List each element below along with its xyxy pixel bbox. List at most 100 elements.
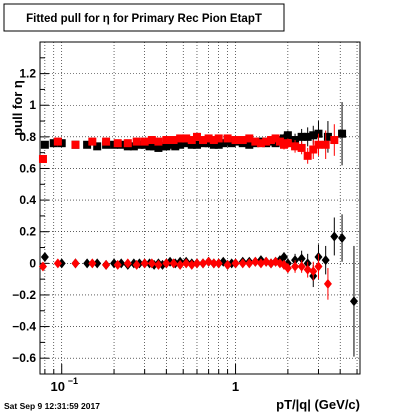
data-point-diamond xyxy=(93,258,102,269)
y-tick-label: 0.2 xyxy=(19,225,36,239)
title-box: Fitted pull for η for Primary Rec Pion E… xyxy=(3,3,285,32)
data-point-square xyxy=(123,139,132,148)
data-point-square xyxy=(219,139,228,148)
data-point-diamond xyxy=(154,259,163,270)
data-marks xyxy=(38,102,358,357)
data-point-square xyxy=(154,137,163,146)
data-point-square xyxy=(129,142,138,151)
data-point-square xyxy=(209,140,218,149)
data-point-square xyxy=(93,142,102,151)
data-point-square xyxy=(256,139,265,148)
x-axis-label: pT/|q| (GeV/c) xyxy=(276,397,360,412)
data-point-square xyxy=(40,140,49,149)
y-tick-label: −0.6 xyxy=(12,351,36,365)
data-point-square xyxy=(187,136,196,145)
data-point-square xyxy=(192,140,201,149)
data-point-square xyxy=(147,136,156,145)
data-point-square xyxy=(262,137,271,146)
data-point-square xyxy=(38,154,47,163)
y-tick-label: 0.8 xyxy=(19,130,36,144)
data-point-diamond xyxy=(330,231,339,242)
title-frame xyxy=(3,3,285,32)
axes: −0.6 −0.4 −0.2 0 0.2 0.4 0.6 0.8 1 1.2 10 −1 1 xyxy=(12,57,358,394)
data-point-diamond xyxy=(323,278,332,289)
y-tick-label: 1 xyxy=(29,98,36,112)
data-point-square xyxy=(199,136,208,145)
data-point-diamond xyxy=(132,259,141,270)
y-tick-label: 1.2 xyxy=(19,67,36,81)
data-point-square xyxy=(204,134,213,143)
data-point-square xyxy=(162,136,171,145)
y-axis-label: pull for η xyxy=(10,80,25,136)
data-point-square xyxy=(154,143,163,152)
y-tick-label: −0.2 xyxy=(12,288,36,302)
data-point-square xyxy=(309,131,318,140)
x-tick-label: 10 xyxy=(50,379,64,394)
data-point-diamond xyxy=(83,258,92,269)
data-point-square xyxy=(251,137,260,146)
data-point-diamond xyxy=(209,258,218,269)
data-point-square xyxy=(238,136,247,145)
data-point-diamond xyxy=(140,258,149,269)
data-point-diamond xyxy=(176,259,185,270)
data-point-square xyxy=(169,136,178,145)
data-point-square xyxy=(145,142,154,151)
data-point-diamond xyxy=(231,258,240,269)
data-point-square xyxy=(187,140,196,149)
series-1 xyxy=(38,124,339,164)
y-tick-label: 0.6 xyxy=(19,161,36,175)
data-point-square xyxy=(303,151,312,160)
data-point-square xyxy=(271,134,280,143)
data-point-diamond xyxy=(321,255,330,266)
data-point-square xyxy=(182,134,191,143)
x-tick-label-exponent: −1 xyxy=(68,376,78,386)
data-point-diamond xyxy=(38,261,47,272)
data-point-diamond xyxy=(53,258,62,269)
data-point-square xyxy=(171,142,180,151)
series-3 xyxy=(38,253,332,300)
data-point-square xyxy=(330,136,339,145)
data-point-square xyxy=(102,137,111,146)
data-point-diamond xyxy=(297,261,306,272)
data-point-square xyxy=(150,142,159,151)
data-point-square xyxy=(166,140,175,149)
data-point-diamond xyxy=(102,259,111,270)
data-point-square xyxy=(275,137,284,146)
data-point-square xyxy=(88,137,97,146)
data-point-square xyxy=(176,134,185,143)
data-point-square xyxy=(314,140,323,149)
data-point-diamond xyxy=(283,263,292,274)
data-point-diamond xyxy=(162,258,171,269)
data-point-square xyxy=(245,140,254,149)
data-point-diamond xyxy=(169,258,178,269)
data-point-square xyxy=(297,132,306,141)
data-point-square xyxy=(291,142,300,151)
data-point-square xyxy=(182,139,191,148)
data-point-diamond xyxy=(71,258,80,269)
y-tick-label: 0.4 xyxy=(19,193,36,207)
x-tick-label: 1 xyxy=(232,379,239,394)
data-point-square xyxy=(53,137,62,146)
data-point-diamond xyxy=(123,258,132,269)
data-point-diamond xyxy=(88,258,97,269)
data-point-square xyxy=(223,134,232,143)
data-point-square xyxy=(271,139,280,148)
data-point-diamond xyxy=(214,258,223,269)
data-point-diamond xyxy=(309,266,318,277)
data-point-square xyxy=(140,137,149,146)
data-point-square xyxy=(309,145,318,154)
data-point-diamond xyxy=(291,261,300,272)
timestamp: Sat Sep 9 12:31:59 2017 xyxy=(4,401,100,411)
data-point-diamond xyxy=(314,261,323,272)
data-point-square xyxy=(192,132,201,141)
data-point-square xyxy=(245,134,254,143)
data-point-square xyxy=(83,140,92,149)
data-point-diamond xyxy=(297,253,306,264)
data-point-square xyxy=(132,137,141,146)
data-point-square xyxy=(267,136,276,145)
data-point-diamond xyxy=(279,252,288,263)
data-point-diamond xyxy=(238,258,247,269)
data-point-square xyxy=(231,136,240,145)
plot-area xyxy=(39,41,361,375)
data-point-square xyxy=(176,140,185,149)
